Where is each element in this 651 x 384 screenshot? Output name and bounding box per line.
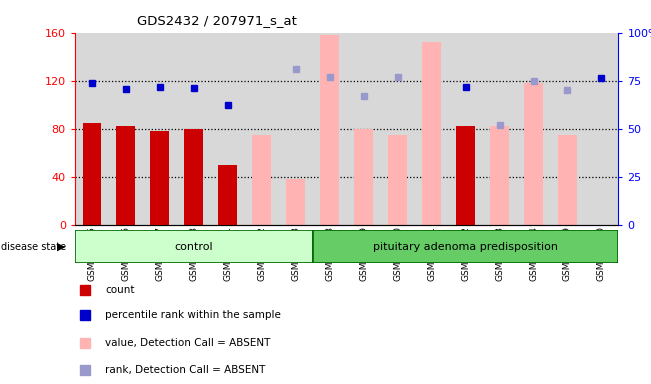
Text: control: control <box>174 242 213 252</box>
Bar <box>218 165 237 225</box>
Text: ▶: ▶ <box>57 242 65 252</box>
Bar <box>75 230 312 263</box>
Text: percentile rank within the sample: percentile rank within the sample <box>105 310 281 320</box>
Bar <box>312 230 618 263</box>
Text: value, Detection Call = ABSENT: value, Detection Call = ABSENT <box>105 338 270 348</box>
Bar <box>388 135 407 225</box>
Bar <box>558 135 577 225</box>
Bar <box>83 122 101 225</box>
Bar <box>320 35 339 225</box>
Text: GDS2432 / 207971_s_at: GDS2432 / 207971_s_at <box>137 14 297 27</box>
Bar <box>117 126 135 225</box>
Text: pituitary adenoma predisposition: pituitary adenoma predisposition <box>373 242 558 252</box>
Bar <box>354 129 373 225</box>
Bar <box>422 42 441 225</box>
Text: rank, Detection Call = ABSENT: rank, Detection Call = ABSENT <box>105 365 266 375</box>
Bar <box>456 126 475 225</box>
Bar <box>490 126 509 225</box>
Bar <box>150 131 169 225</box>
Bar <box>253 135 271 225</box>
Text: count: count <box>105 285 135 295</box>
Text: disease state: disease state <box>1 242 66 252</box>
Bar <box>524 83 543 225</box>
Bar <box>286 179 305 225</box>
Bar <box>184 129 203 225</box>
